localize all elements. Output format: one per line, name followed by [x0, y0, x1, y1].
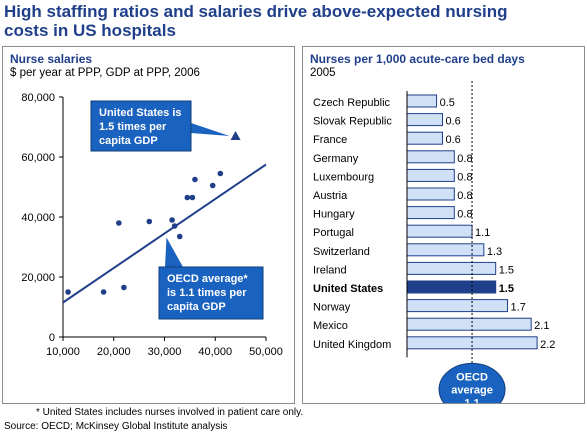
bar-chart: Czech Republic 0.5 Slovak Republic 0.6 Franc…: [313, 81, 555, 403]
bar-value-label: 1.5: [499, 264, 514, 276]
us-callout-box: [90, 100, 192, 152]
bar-value-label: 1.7: [511, 302, 526, 314]
oecd-bubble-text: 1.1: [464, 397, 479, 403]
bar-category-label: France: [313, 134, 347, 146]
bar: [406, 299, 509, 313]
data-point: [217, 170, 224, 177]
bar-value-label: 0.8: [457, 171, 472, 183]
bar-category-label: Luxembourg: [313, 171, 374, 183]
x-tick-label: 10,000: [46, 346, 80, 358]
y-tick-label: 60,000: [21, 152, 55, 164]
trend-line: [62, 163, 267, 304]
scatter-title: Nurse salaries: [10, 52, 93, 66]
data-point: [184, 194, 191, 201]
bar-subtitle: 2005: [310, 67, 336, 79]
data-point: [209, 182, 216, 189]
bar: [406, 224, 473, 238]
x-tick-label: 30,000: [148, 346, 182, 358]
us-callout-arrow: [191, 123, 230, 136]
bar-value-label: 1.5: [499, 283, 514, 295]
x-tick-label: 20,000: [97, 346, 131, 358]
oecd-bubble-text: OECD: [456, 371, 488, 383]
bar: [406, 187, 455, 201]
y-tick-label: 20,000: [21, 272, 55, 284]
data-point: [65, 289, 71, 295]
bar-category-label: Mexico: [313, 320, 348, 332]
oecd-callout-box: [158, 266, 264, 320]
y-tick-label: 80,000: [21, 92, 55, 104]
data-point: [116, 220, 122, 226]
x-tick-label: 40,000: [198, 346, 232, 358]
bar-category-label: Austria: [313, 190, 348, 202]
data-point: [189, 194, 196, 201]
bar-category-label: Germany: [313, 153, 359, 165]
bar: [406, 113, 443, 127]
bar-value-label: 0.8: [457, 209, 472, 221]
bar-category-label: Hungary: [313, 209, 355, 221]
bar-value-label: 2.1: [534, 320, 549, 332]
bar: [406, 280, 497, 294]
bar: [406, 94, 438, 108]
data-point: [176, 233, 183, 240]
bar-value-label: 0.6: [445, 134, 460, 146]
bar-category-label: Ireland: [313, 264, 347, 276]
oecd-callout-text: OECD average*: [167, 273, 248, 285]
oecd-bubble: [438, 362, 506, 403]
y-tick-label: 40,000: [21, 212, 55, 224]
bar-category-label: Switzerland: [313, 246, 370, 258]
page-title: High staffing ratios and salaries drive …: [4, 2, 564, 40]
page-title-line-1: High staffing ratios and salaries drive …: [4, 2, 508, 21]
oecd-callout-arrow: [165, 237, 183, 267]
oecd-callout-text: is 1.1 times per: [167, 287, 247, 299]
x-tick-label: 50,000: [249, 346, 283, 358]
data-point: [192, 176, 198, 183]
bar: [406, 206, 455, 220]
bar-value-label: 0.6: [445, 116, 460, 128]
bar-category-label: Portugal: [313, 227, 354, 239]
bar-title: Nurses per 1,000 acute-care bed days: [310, 52, 525, 66]
data-point: [100, 289, 107, 295]
bar: [406, 131, 443, 145]
oecd-callout-text: capita GDP: [167, 301, 226, 313]
bar-category-label: United States: [313, 283, 383, 295]
us-callout-text: United States is: [99, 107, 182, 119]
bar-category-label: Czech Republic: [313, 97, 391, 109]
data-point: [169, 217, 175, 223]
us-callout-text: capita GDP: [99, 135, 158, 147]
bar-value-label: 0.5: [440, 97, 455, 109]
footnote: * United States includes nurses involved…: [36, 407, 304, 418]
bar-value-label: 0.8: [457, 190, 472, 202]
y-tick-label: 0: [49, 332, 55, 344]
bar: [406, 317, 532, 331]
data-point: [171, 223, 178, 229]
us-callout-text: 1.5 times per: [99, 121, 167, 133]
scatter-panel: Nurse salaries $ per year at PPP, GDP at…: [2, 46, 295, 404]
bar-category-label: United Kingdom: [313, 339, 391, 351]
bar: [406, 168, 455, 182]
source-note: Source: OECD; McKinsey Global Institute …: [4, 421, 228, 432]
oecd-bubble-text: average: [451, 384, 493, 396]
data-point: [121, 284, 127, 291]
data-point: [146, 218, 153, 225]
bar-value-label: 2.2: [540, 339, 555, 351]
us-data-point: [230, 131, 241, 140]
bar: [406, 150, 455, 164]
bar: [406, 261, 497, 275]
bar-value-label: 1.3: [487, 246, 502, 258]
bar-category-label: Norway: [313, 302, 351, 314]
bar-value-label: 0.8: [457, 153, 472, 165]
page-title-line-2: costs in US hospitals: [4, 21, 176, 40]
scatter-subtitle: $ per year at PPP, GDP at PPP, 2006: [10, 67, 200, 79]
bar-category-label: Slovak Republic: [313, 116, 392, 128]
bar-value-label: 1.1: [475, 227, 490, 239]
scatter-chart: 0 20,000 40,000 60,000 80,000 10,000 20,000 30,…: [21, 92, 283, 358]
bar-panel: Nurses per 1,000 acute-care bed days 200…: [302, 46, 585, 404]
